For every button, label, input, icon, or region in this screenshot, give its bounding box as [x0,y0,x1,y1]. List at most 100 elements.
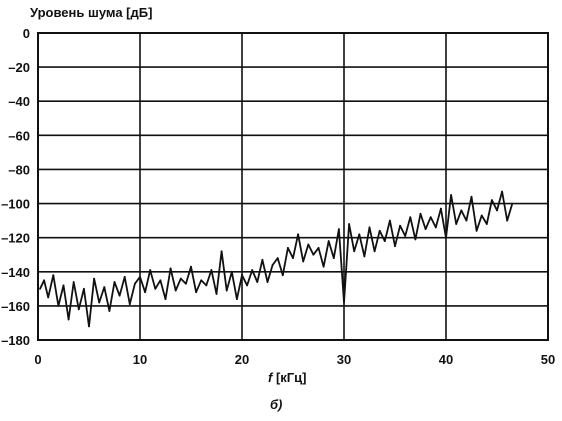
data-point [47,296,50,299]
data-point [98,301,101,304]
data-point [338,228,340,231]
data-point [113,281,116,283]
data-point [419,212,422,215]
data-point [241,274,243,277]
data-point [190,265,192,268]
y-tick-label-7: –140 [1,265,30,280]
data-point [225,289,228,292]
data-point [332,257,335,260]
data-point [480,214,483,217]
data-point [414,238,417,241]
grid-lines [38,33,548,340]
data-point [378,229,381,232]
data-point [455,223,458,225]
data-point [424,228,427,231]
data-point [450,194,452,196]
data-point [266,281,269,283]
y-tick-label-9: –180 [1,333,30,348]
y-tick-labels: 0 –20 –40 –60 –80 –100 –120 –140 –160 –180 [1,26,30,348]
data-point [485,223,488,225]
x-tick-label-3: 30 [337,352,351,367]
data-point [281,274,284,277]
data-point [501,190,503,193]
data-point [470,195,473,198]
data-point [139,275,141,278]
data-point [43,279,46,282]
y-tick-label-3: –60 [8,128,30,143]
data-point [256,281,259,283]
data-point [373,250,376,253]
y-tick-label-2: –40 [8,94,30,109]
data-point [307,243,310,246]
data-point [363,255,366,258]
y-tick-label-1: –20 [8,60,30,75]
x-axis-label: f [кГц] [268,370,306,385]
x-tick-label-0: 0 [34,352,41,367]
data-point [52,274,55,277]
x-tick-label-4: 40 [439,352,453,367]
data-point [67,318,70,321]
data-point [83,287,85,290]
data-point [246,284,249,287]
data-point [368,226,371,229]
data-point [230,270,233,273]
data-point [322,265,325,268]
data-point [220,250,223,253]
data-point [118,294,121,297]
noise-data-points [39,190,514,328]
data-point [88,325,90,328]
data-point [159,279,162,282]
data-point [93,277,95,280]
y-tick-label-0: 0 [23,26,30,41]
data-point [210,269,213,271]
data-point [236,298,238,300]
data-point [108,310,111,312]
data-point [72,281,75,283]
data-point [154,287,157,290]
data-point [383,240,386,242]
figure-caption: б) [270,397,282,412]
data-point [353,250,356,253]
data-point [62,284,65,287]
data-point [434,226,437,229]
data-point [134,282,136,285]
data-point [445,236,447,239]
data-point [404,235,407,237]
y-tick-label-5: –100 [1,197,30,212]
x-axis-label-symbol: f [268,370,274,385]
data-point [164,298,167,300]
data-point [348,223,350,225]
data-point [287,247,289,249]
data-point [77,308,80,311]
data-point [409,216,412,219]
data-point [292,257,294,260]
data-point [297,233,299,236]
data-point [123,275,126,278]
data-point [261,258,264,261]
data-point [475,229,478,232]
data-point [149,269,152,271]
data-point [179,277,182,280]
data-point [394,245,396,248]
data-point [399,224,401,227]
data-point [169,267,172,270]
data-point [57,304,60,307]
data-point [465,219,468,222]
data-point [506,219,509,222]
data-point [103,286,106,289]
data-point [128,303,131,306]
y-tick-label-8: –160 [1,299,30,314]
data-point [195,291,198,294]
y-axis-label: Уровень шума [дБ] [30,5,152,20]
data-point [496,209,498,212]
data-point [327,240,330,242]
x-tick-label-5: 50 [541,352,555,367]
noise-series-line [39,190,514,328]
data-point [271,264,274,266]
data-point [343,301,345,304]
data-point [312,253,315,256]
data-point [215,293,218,295]
data-point [460,209,463,212]
y-tick-label-6: –120 [1,231,30,246]
